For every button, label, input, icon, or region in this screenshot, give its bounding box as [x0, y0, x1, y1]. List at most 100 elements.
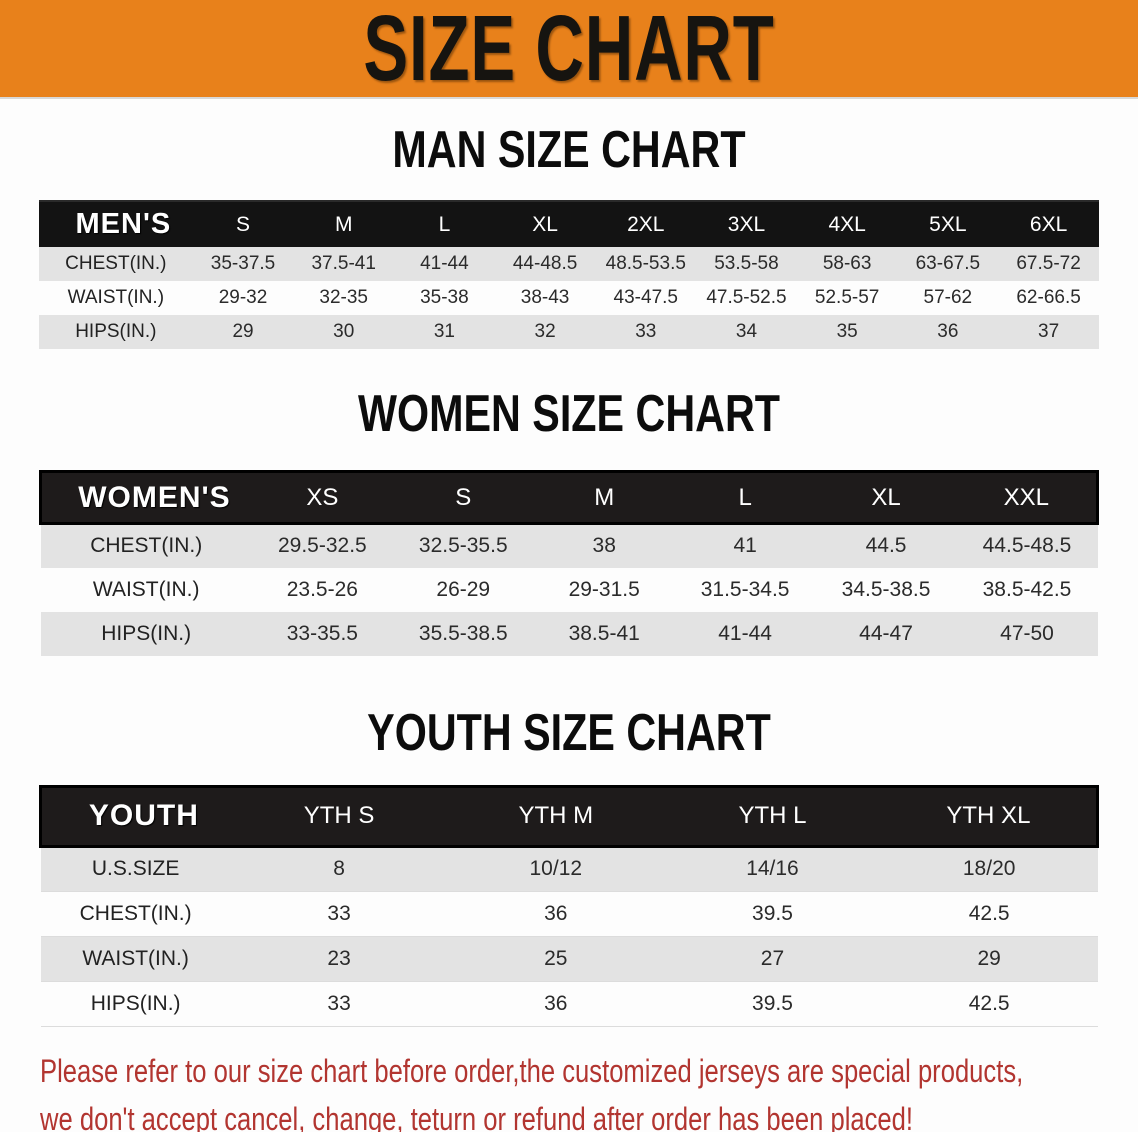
- size-table: WOMEN'S XS S M L XL XXL CHEST(IN.) 29.5-32.5 32.5…: [38, 470, 1099, 656]
- size-value-cell: 29: [232, 321, 254, 342]
- size-value-cell: 47.5-52.5: [706, 287, 787, 308]
- size-value-cell: 29-32: [218, 287, 268, 308]
- size-value-cell: 38: [592, 534, 616, 558]
- size-column-header: L: [394, 201, 495, 247]
- size-value-cell: 57-62: [923, 287, 973, 308]
- row-label: HIPS(IN.): [90, 991, 181, 1015]
- size-value-cell: 35-37.5: [210, 253, 276, 274]
- row-label: CHEST(IN.): [65, 253, 167, 274]
- size-value-cell: 26-29: [436, 577, 491, 601]
- table-title-cell: WOMEN'S: [38, 470, 252, 525]
- size-value-cell: 62-66.5: [1016, 287, 1081, 308]
- size-value-cell: 38.5-41: [568, 621, 640, 645]
- size-value-cell: 37: [1038, 321, 1060, 342]
- size-value-cell: 33: [635, 321, 657, 342]
- size-value-cell: 18/20: [962, 857, 1016, 880]
- size-value-cell: 29: [977, 946, 1001, 970]
- size-value-cell: 35.5-38.5: [418, 621, 508, 645]
- size-value-cell: 35-38: [420, 287, 469, 308]
- row-label: U.S.SIZE: [91, 857, 180, 880]
- size-value-cell: 31: [433, 321, 455, 342]
- size-column-header: 5XL: [897, 201, 999, 247]
- size-column-header: M: [533, 470, 675, 525]
- size-value-cell: 32.5-35.5: [418, 534, 508, 558]
- size-value-cell: 8: [333, 857, 345, 880]
- size-value-cell: 39.5: [752, 901, 793, 925]
- page-title: SIZE CHART: [363, 0, 775, 100]
- size-column-header: 2XL: [595, 201, 697, 247]
- row-label: HIPS(IN.): [101, 621, 192, 645]
- size-column-header: 4XL: [796, 201, 898, 247]
- table-title-cell: MEN'S: [39, 201, 193, 247]
- size-column-header: YTH M: [447, 784, 665, 848]
- size-column-header: XXL: [956, 470, 1099, 525]
- size-value-cell: 10/12: [529, 857, 583, 880]
- table-header-row: YOUTH YTH S YTH M YTH L YTH XL: [38, 784, 1099, 848]
- table-row: CHEST(IN.) 29.5-32.5 32.5-35.5 38 41 44.5 44.5…: [40, 523, 1098, 568]
- row-label: CHEST(IN.): [79, 901, 192, 925]
- size-section-2: YOUTH SIZE CHART YOUTH YTH S YTH M YTH L YTH …: [0, 704, 1138, 1027]
- size-value-cell: 29.5-32.5: [277, 534, 367, 558]
- size-value-cell: 35: [836, 321, 858, 342]
- size-column-header: S: [392, 470, 534, 525]
- size-section-0: MAN SIZE CHART MEN'S S M L XL 2XL 3XL 4XL 5XL 6XL C…: [0, 121, 1138, 349]
- size-column-header: XL: [815, 470, 957, 525]
- size-value-cell: 42.5: [968, 901, 1010, 925]
- size-column-header: XS: [251, 470, 393, 525]
- size-value-cell: 32: [534, 321, 556, 342]
- size-value-cell: 53.5-58: [714, 253, 779, 274]
- size-value-cell: 41-44: [718, 621, 772, 645]
- size-table: MEN'S S M L XL 2XL 3XL 4XL 5XL 6XL CHEST(IN.) 35-37…: [39, 200, 1099, 349]
- size-value-cell: 36: [544, 901, 568, 925]
- size-value-cell: 34: [735, 321, 758, 342]
- row-label: WAIST(IN.): [67, 287, 165, 308]
- size-value-cell: 47-50: [1000, 621, 1054, 645]
- size-value-cell: 42.5: [968, 991, 1010, 1015]
- table-header-row: MEN'S S M L XL 2XL 3XL 4XL 5XL 6XL: [39, 201, 1099, 247]
- table-row: WAIST(IN.) 23 25 27 29: [40, 936, 1098, 981]
- size-value-cell: 27: [760, 946, 785, 970]
- size-value-cell: 63-67.5: [915, 253, 981, 274]
- size-column-header: S: [192, 201, 294, 247]
- section-heading: MAN SIZE CHART: [392, 121, 746, 180]
- table-row: U.S.SIZE 8 10/12 14/16 18/20: [40, 846, 1098, 891]
- size-value-cell: 34.5-38.5: [841, 577, 931, 601]
- notice-line-2: we don't accept cancel, change, teturn o…: [40, 1100, 913, 1132]
- size-table: YOUTH YTH S YTH M YTH L YTH XL U.S.SIZE 8 10/12…: [38, 784, 1099, 1027]
- size-value-cell: 23.5-26: [286, 577, 358, 601]
- row-label: CHEST(IN.): [90, 534, 203, 558]
- size-value-cell: 39.5: [752, 991, 793, 1015]
- size-value-cell: 33-35.5: [286, 621, 358, 645]
- size-value-cell: 30: [333, 321, 355, 342]
- table-header-row: WOMEN'S XS S M L XL XXL: [38, 470, 1099, 525]
- size-chart-sections: MAN SIZE CHART MEN'S S M L XL 2XL 3XL 4XL 5XL 6XL C…: [0, 121, 1138, 1027]
- size-value-cell: 36: [544, 991, 568, 1015]
- table-row: CHEST(IN.) 33 36 39.5 42.5: [40, 891, 1098, 936]
- size-value-cell: 44-47: [859, 621, 913, 645]
- table-title-cell: YOUTH: [38, 784, 231, 848]
- table-row: HIPS(IN.) 29 30 31 32 33 34 35 36 37: [39, 315, 1099, 349]
- section-heading: YOUTH SIZE CHART: [367, 704, 771, 762]
- size-value-cell: 67.5-72: [1016, 253, 1081, 274]
- size-value-cell: 23: [327, 946, 351, 970]
- table-row: WAIST(IN.) 23.5-26 26-29 29-31.5 31.5-34.5 34…: [40, 567, 1098, 612]
- size-value-cell: 37.5-41: [311, 253, 376, 274]
- size-column-header: YTH XL: [880, 784, 1099, 848]
- banner: SIZE CHART: [0, 0, 1138, 100]
- size-value-cell: 36: [937, 321, 959, 342]
- size-value-cell: 14/16: [746, 857, 799, 880]
- size-value-cell: 38-43: [520, 287, 570, 308]
- row-label: WAIST(IN.): [92, 577, 200, 601]
- size-value-cell: 58-63: [822, 253, 872, 274]
- table-row: CHEST(IN.) 35-37.5 37.5-41 41-44 44-48.5 48.5…: [39, 247, 1099, 281]
- size-value-cell: 43-47.5: [613, 287, 678, 308]
- size-value-cell: 41-44: [420, 253, 469, 274]
- size-value-cell: 29-31.5: [568, 577, 640, 601]
- table-row: HIPS(IN.) 33-35.5 35.5-38.5 38.5-41 41-44 44-…: [40, 611, 1098, 656]
- size-value-cell: 38.5-42.5: [982, 577, 1072, 601]
- size-value-cell: 52.5-57: [814, 287, 880, 308]
- section-heading: WOMEN SIZE CHART: [358, 385, 780, 444]
- size-column-header: L: [674, 470, 816, 525]
- size-value-cell: 32-35: [319, 287, 369, 308]
